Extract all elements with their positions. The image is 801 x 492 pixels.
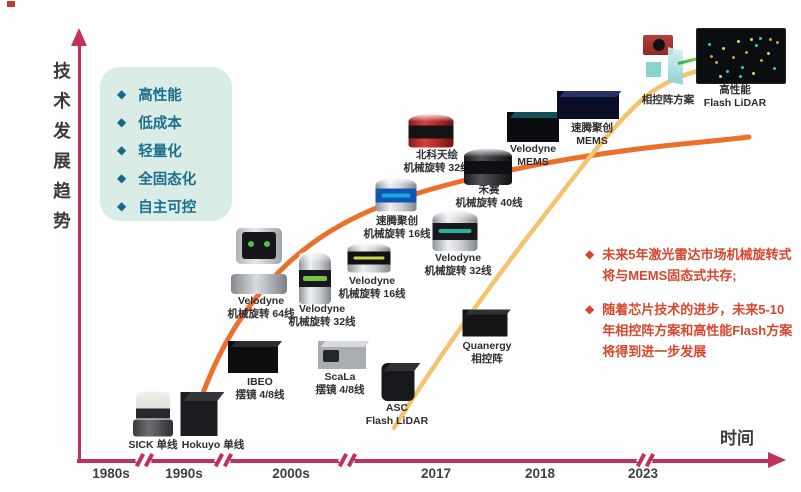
feature-label: 高性能 <box>138 87 182 104</box>
y-axis-title: 技术发展趋势 <box>50 62 74 231</box>
product-sick-image <box>133 391 173 437</box>
y-axis-title-char: 发 <box>53 121 71 141</box>
product-hokuyo-image <box>180 392 225 436</box>
x-tick-2018: 2018 <box>524 466 556 481</box>
product-label-flash: 高性能 Flash LiDAR <box>703 84 767 109</box>
product-label-hokuyo: Hokuyo 单线 <box>181 439 245 451</box>
product-label-phased: 相控阵方案 <box>641 94 695 106</box>
diamond-icon: ◆ <box>117 199 127 213</box>
diamond-icon: ◆ <box>117 87 127 101</box>
product-bk32-image <box>408 114 454 148</box>
product-label-rsmems: 速腾聚创 MEMS <box>571 122 613 147</box>
x-tick-2023: 2023 <box>627 466 659 481</box>
feature-label: 自主可控 <box>138 199 197 216</box>
x-tick-1980s: 1980s <box>92 466 130 481</box>
product-scala-image <box>318 341 370 369</box>
x-axis <box>77 459 771 463</box>
y-axis-arrow-icon <box>70 28 87 46</box>
y-axis-title-char: 展 <box>53 151 71 171</box>
x-tick-1990s: 1990s <box>165 466 203 481</box>
product-label-velo32b: Velodyne 机械旋转 32线 <box>424 252 492 277</box>
product-label-rs16: 速腾聚创 机械旋转 16线 <box>363 215 431 240</box>
phased-chip <box>646 62 661 77</box>
product-rsmems-image <box>557 91 622 119</box>
slide-corner-mark <box>7 1 15 7</box>
product-ibeo-image <box>228 341 282 373</box>
annotations: ◆ 未来5年激光雷达市场机械旋转式将与MEMS固态式共存; ◆ 随着芯片技术的进步，未… <box>585 244 793 375</box>
product-flash-image <box>696 28 786 84</box>
y-axis-title-char: 技 <box>53 61 71 81</box>
product-velomems-image <box>507 112 563 142</box>
product-label-velo16: Velodyne 机械旋转 16线 <box>338 275 406 300</box>
product-label-quanergy: Quanergy 相控阵 <box>462 340 512 365</box>
product-label-velo64: Velodyne 机械旋转 64线 <box>227 295 295 320</box>
x-axis-title: 时间 <box>720 429 754 448</box>
feature-label: 轻量化 <box>138 143 182 160</box>
x-tick-2017: 2017 <box>420 466 452 481</box>
feature-item: ◆ 轻量化 <box>117 136 232 164</box>
phased-prism <box>668 47 683 85</box>
feature-label: 全固态化 <box>138 171 197 188</box>
product-asc-image <box>381 363 421 401</box>
feature-item: ◆ 全固态化 <box>117 164 232 192</box>
product-label-velo32a: Velodyne 机械旋转 32线 <box>288 303 356 328</box>
product-label-hesai40: 禾赛 机械旋转 40线 <box>455 184 523 209</box>
product-label-scala: ScaLa 摆镜 4/8线 <box>315 371 365 396</box>
diamond-icon: ◆ <box>117 143 127 157</box>
y-axis <box>77 44 81 461</box>
y-axis-title-char: 势 <box>53 211 71 231</box>
feature-item: ◆ 低成本 <box>117 108 232 136</box>
feature-box: ◆ 高性能 ◆ 低成本 ◆ 轻量化 ◆ 全固态化 ◆ 自主可控 <box>100 67 232 221</box>
feature-item: ◆ 自主可控 <box>117 192 232 220</box>
diamond-icon: ◆ <box>585 247 595 261</box>
annotation-item: ◆ 未来5年激光雷达市场机械旋转式将与MEMS固态式共存; <box>585 244 793 286</box>
product-quanergy-image <box>462 309 512 337</box>
diamond-icon: ◆ <box>117 171 127 185</box>
product-label-ibeo: IBEO 摆镜 4/8线 <box>235 376 285 401</box>
product-rs16-image <box>375 178 417 212</box>
camera-lens-icon <box>653 39 665 51</box>
x-tick-2000s: 2000s <box>272 466 310 481</box>
product-velo32b-image <box>432 211 478 251</box>
annotation-item: ◆ 随着芯片技术的进步，未来5-10年相控阵方案和高性能Flash方案将得到进一步… <box>585 299 793 362</box>
annotation-text: 随着芯片技术的进步，未来5-10年相控阵方案和高性能Flash方案将得到进一步发… <box>602 302 793 359</box>
annotation-text: 未来5年激光雷达市场机械旋转式将与MEMS固态式共存; <box>602 247 792 283</box>
product-hesai40-image <box>464 149 512 185</box>
diamond-icon: ◆ <box>117 115 127 129</box>
y-axis-title-char: 术 <box>53 91 71 111</box>
feature-label: 低成本 <box>138 115 182 132</box>
feature-item: ◆ 高性能 <box>117 80 232 108</box>
product-phased-image <box>641 35 708 87</box>
phased-camera <box>643 35 673 55</box>
diamond-icon: ◆ <box>585 302 595 316</box>
product-label-bk32: 北科天绘 机械旋转 32线 <box>403 149 471 174</box>
product-velo16-image <box>347 243 391 273</box>
y-axis-title-char: 趋 <box>53 181 71 201</box>
product-velo64-image <box>231 228 287 294</box>
product-label-sick: SICK 单线 <box>128 439 178 451</box>
product-label-asc: ASC Flash LiDAR <box>365 402 429 427</box>
product-velo32a-image <box>299 252 331 304</box>
x-axis-arrow-icon <box>768 452 786 469</box>
product-label-velomems: Velodyne MEMS <box>509 143 557 168</box>
